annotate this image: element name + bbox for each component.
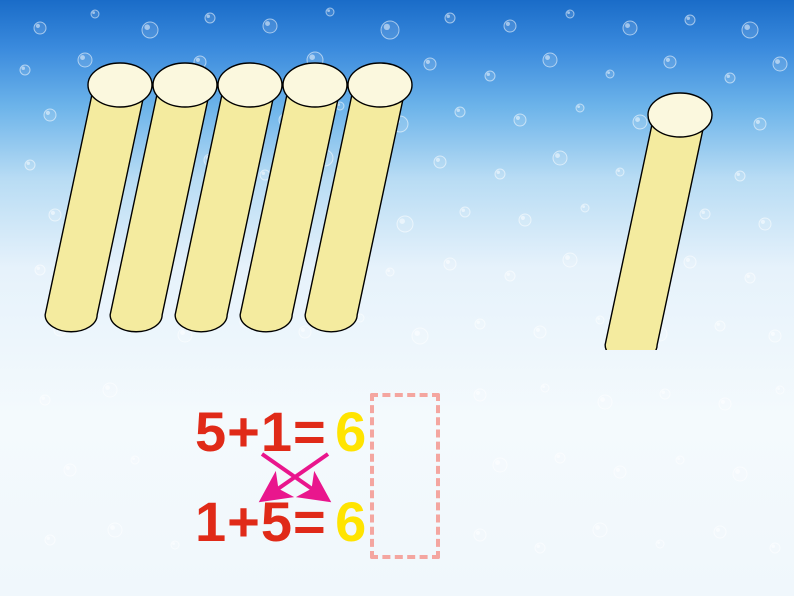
equation-1-expression: 5+1= — [195, 399, 327, 464]
equation-2-expression: 1+5= — [195, 489, 327, 554]
equations: 5+1= 6 1+5= 6 — [195, 395, 375, 557]
equation-row-1: 5+1= 6 — [195, 395, 375, 467]
equation-2-answer: 6 — [327, 489, 375, 554]
equation-row-2: 1+5= 6 — [195, 485, 375, 557]
counting-sticks — [0, 30, 794, 350]
equation-1-answer: 6 — [327, 399, 375, 464]
answer-dashed-box — [370, 393, 440, 559]
